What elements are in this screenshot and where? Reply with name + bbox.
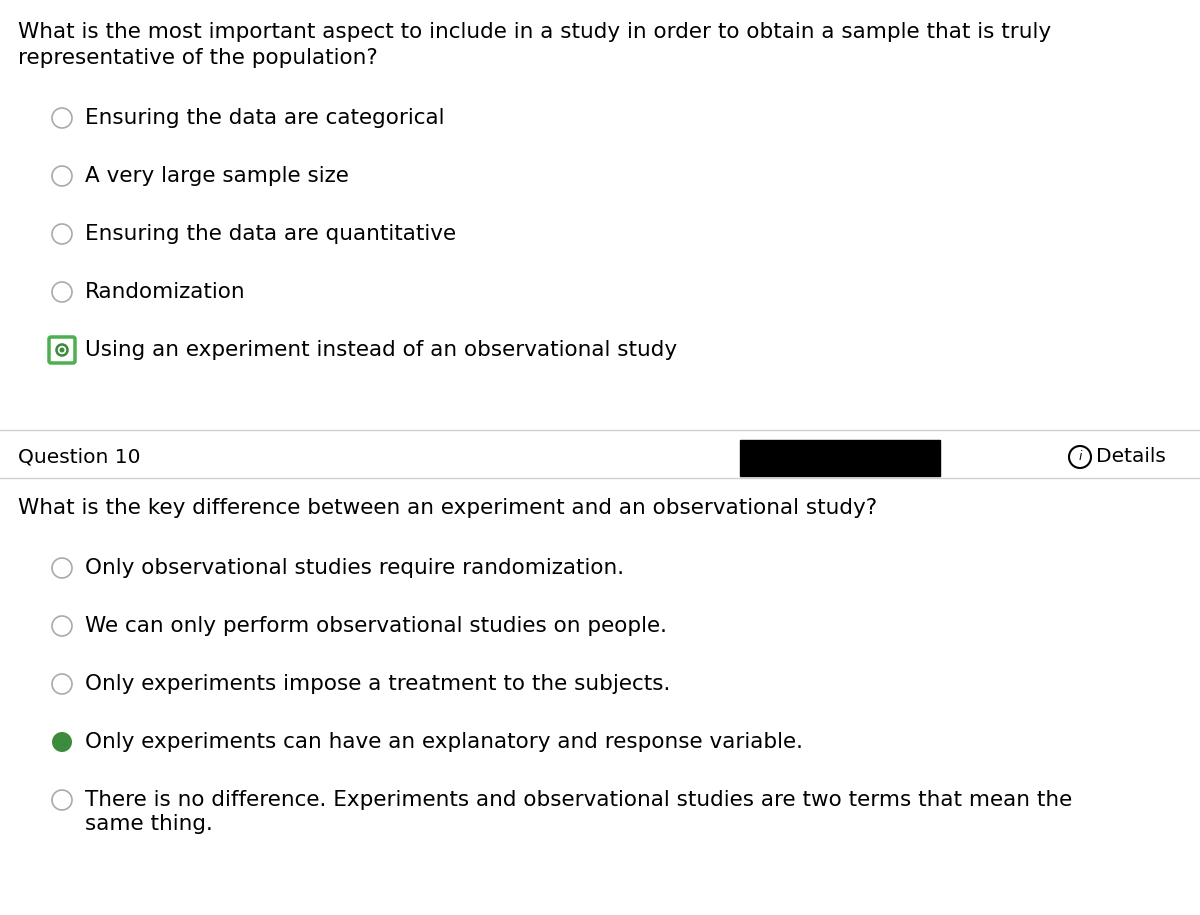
Text: What is the most important aspect to include in a study in order to obtain a sam: What is the most important aspect to inc… xyxy=(18,22,1051,42)
Text: Ensuring the data are categorical: Ensuring the data are categorical xyxy=(85,108,444,128)
Text: representative of the population?: representative of the population? xyxy=(18,48,378,68)
Text: Only observational studies require randomization.: Only observational studies require rando… xyxy=(85,558,624,578)
Text: Details: Details xyxy=(1096,447,1166,467)
Text: Question 10: Question 10 xyxy=(18,447,140,467)
Text: Randomization: Randomization xyxy=(85,282,246,302)
Circle shape xyxy=(52,732,72,752)
Text: i: i xyxy=(1079,450,1081,464)
Text: There is no difference. Experiments and observational studies are two terms that: There is no difference. Experiments and … xyxy=(85,790,1073,810)
Bar xyxy=(740,440,940,476)
Text: We can only perform observational studies on people.: We can only perform observational studie… xyxy=(85,616,667,636)
Circle shape xyxy=(55,343,68,357)
Text: same thing.: same thing. xyxy=(85,814,212,834)
Circle shape xyxy=(52,166,72,186)
Circle shape xyxy=(60,348,65,352)
Text: Only experiments can have an explanatory and response variable.: Only experiments can have an explanatory… xyxy=(85,732,803,752)
Circle shape xyxy=(52,108,72,128)
Circle shape xyxy=(52,674,72,694)
Circle shape xyxy=(52,790,72,810)
Text: Using an experiment instead of an observational study: Using an experiment instead of an observ… xyxy=(85,340,677,360)
Circle shape xyxy=(1069,446,1091,468)
Circle shape xyxy=(52,616,72,636)
Circle shape xyxy=(52,224,72,244)
Text: Ensuring the data are quantitative: Ensuring the data are quantitative xyxy=(85,224,456,244)
Text: Only experiments impose a treatment to the subjects.: Only experiments impose a treatment to t… xyxy=(85,674,671,694)
Circle shape xyxy=(52,282,72,302)
FancyBboxPatch shape xyxy=(49,337,74,363)
Circle shape xyxy=(52,558,72,578)
Text: A very large sample size: A very large sample size xyxy=(85,166,349,186)
Circle shape xyxy=(58,346,66,354)
Text: What is the key difference between an experiment and an observational study?: What is the key difference between an ex… xyxy=(18,498,877,518)
